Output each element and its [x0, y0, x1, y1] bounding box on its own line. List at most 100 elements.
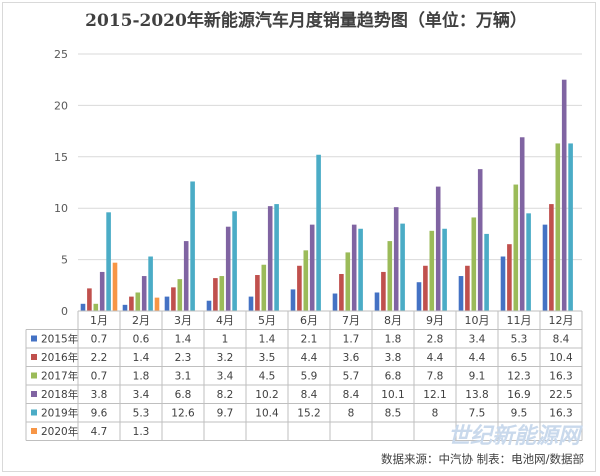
data-label: 8	[432, 408, 439, 420]
bar	[549, 204, 554, 311]
data-label: 5.3	[511, 334, 528, 346]
legend-label: 2020年	[41, 425, 78, 438]
data-label: 8.4	[553, 334, 570, 346]
bar	[423, 265, 428, 311]
bar	[274, 204, 279, 311]
data-label: 3.1	[175, 371, 192, 383]
data-label: 3.4	[133, 389, 150, 401]
bar	[345, 252, 351, 311]
bar	[316, 154, 321, 311]
source-note: 数据来源：中汽协 制表：电池网/数据部	[381, 452, 584, 466]
bar	[190, 181, 195, 311]
bar	[309, 224, 315, 311]
bar	[164, 296, 170, 311]
data-label: 7.8	[427, 371, 444, 383]
data-label: 8.4	[301, 389, 318, 401]
bar	[99, 271, 105, 311]
legend-key	[31, 391, 37, 397]
bar	[526, 213, 531, 311]
y-tick-label: 25	[54, 48, 68, 61]
data-label: 0.6	[133, 334, 150, 346]
bar	[87, 288, 92, 311]
data-label: 10.2	[255, 389, 278, 401]
bar	[416, 282, 422, 311]
category-label: 3月	[174, 314, 192, 327]
chart-frame	[2, 2, 596, 472]
bar	[555, 143, 561, 311]
data-label: 3.5	[259, 352, 276, 364]
data-label: 9.7	[217, 408, 234, 420]
bar	[500, 256, 506, 311]
bar	[442, 228, 447, 311]
data-label: 12.6	[171, 408, 195, 420]
data-label: 4.4	[427, 352, 444, 364]
bar	[219, 276, 225, 311]
category-label: 8月	[384, 314, 402, 327]
data-label: 3.8	[385, 352, 402, 364]
data-label: 4.4	[469, 352, 486, 364]
data-label: 2.1	[301, 334, 318, 346]
category-label: 11月	[507, 314, 532, 327]
data-label: 2.3	[175, 352, 192, 364]
bar	[381, 271, 386, 311]
bar	[255, 275, 260, 311]
y-axis: 0 5 10 15 20 25	[54, 48, 68, 318]
data-label: 3.8	[91, 389, 108, 401]
category-label: 7月	[342, 314, 360, 327]
bar	[171, 287, 176, 311]
bar	[507, 244, 512, 311]
data-label: 8	[348, 408, 355, 420]
category-label: 1月	[90, 314, 108, 327]
bar	[393, 207, 399, 311]
bar	[248, 296, 254, 311]
category-label: 9月	[426, 314, 444, 327]
bar	[135, 292, 141, 311]
bar	[80, 303, 86, 311]
bar	[332, 293, 338, 311]
bar	[339, 273, 344, 311]
data-label: 1.4	[259, 334, 276, 346]
data-label: 16.3	[549, 371, 572, 383]
legend-label: 2017年	[41, 370, 78, 383]
data-label: 15.2	[297, 408, 320, 420]
data-label: 10.4	[549, 352, 573, 364]
legend-label: 2015年	[41, 333, 78, 346]
bar	[465, 265, 470, 311]
data-label: 10.4	[255, 408, 279, 420]
bar	[513, 184, 519, 311]
legend-label: 2018年	[41, 388, 78, 401]
bar	[225, 226, 231, 311]
bar	[106, 212, 111, 311]
data-label: 5.9	[301, 371, 318, 383]
data-label: 8.2	[217, 389, 234, 401]
bars	[80, 79, 573, 311]
y-tick-label: 20	[54, 99, 68, 112]
legend-label: 2019年	[41, 407, 78, 420]
data-label: 13.8	[465, 389, 488, 401]
bar	[303, 250, 309, 311]
data-table: 1月 2月 3月 4月 5月 6月 7月 8月 9月 10月 11月 12月 2015年 0.7 0.6 1.…	[25, 310, 583, 441]
legend-label: 2016年	[41, 351, 78, 364]
bar	[267, 206, 273, 311]
data-label: 9.1	[469, 371, 486, 383]
bar	[429, 230, 435, 311]
legend-key	[31, 428, 37, 434]
data-label: 12.1	[423, 389, 446, 401]
data-label: 2.8	[427, 334, 444, 346]
data-label: 1.3	[133, 426, 150, 438]
y-tick-label: 10	[54, 202, 68, 215]
category-label: 2月	[132, 314, 150, 327]
bar	[471, 217, 477, 311]
bar	[568, 143, 573, 311]
data-label: 9.5	[511, 408, 528, 420]
bar	[435, 186, 441, 311]
legend-key	[31, 354, 37, 360]
bar	[183, 241, 189, 311]
bar	[122, 304, 128, 311]
data-label: 9.6	[91, 408, 108, 420]
bar	[213, 278, 218, 311]
bar	[129, 296, 134, 311]
data-label: 5.7	[343, 371, 360, 383]
data-label: 3.4	[217, 371, 234, 383]
